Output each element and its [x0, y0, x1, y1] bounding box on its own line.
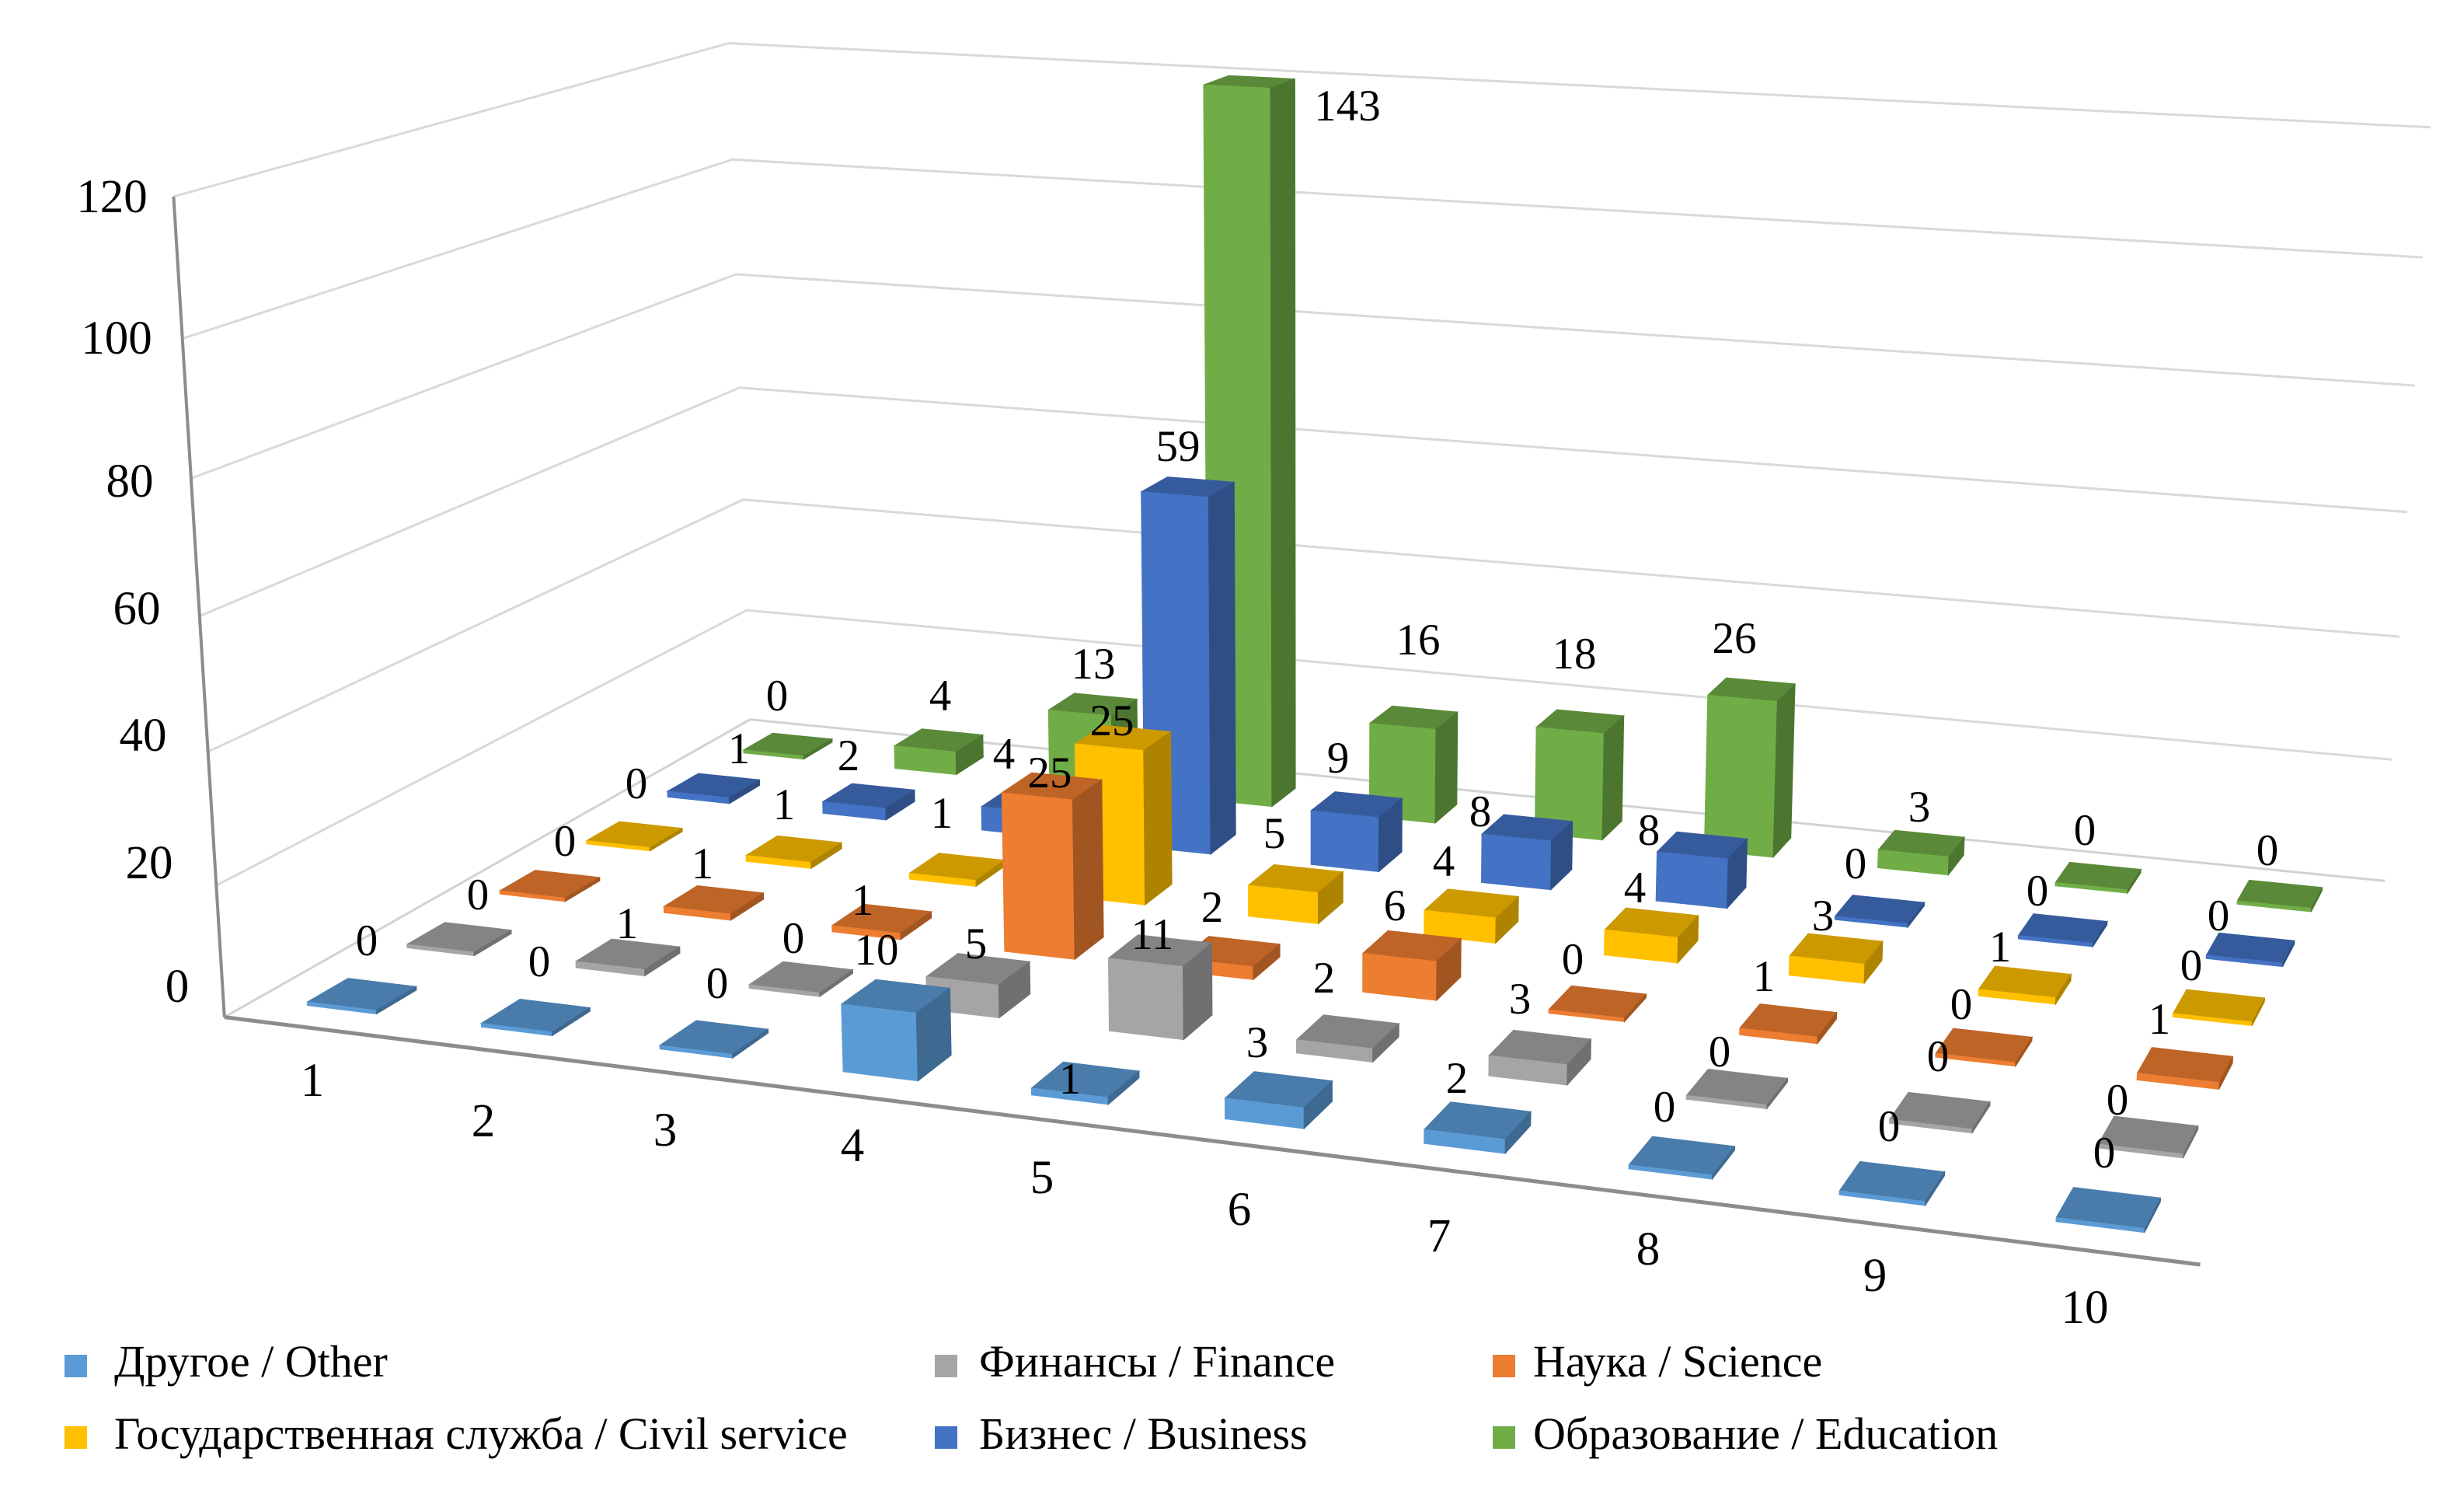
svg-text:0: 0	[1845, 839, 1867, 888]
svg-text:20: 20	[126, 837, 173, 889]
svg-text:4: 4	[1624, 864, 1647, 912]
svg-text:1: 1	[301, 1055, 325, 1107]
svg-text:2: 2	[472, 1095, 496, 1147]
svg-text:100: 100	[81, 312, 152, 365]
svg-text:2: 2	[1446, 1054, 1469, 1103]
svg-text:0: 0	[2027, 867, 2049, 916]
svg-text:2: 2	[1313, 954, 1336, 1003]
svg-text:4: 4	[929, 672, 952, 721]
svg-text:11: 11	[1131, 910, 1174, 959]
svg-text:0: 0	[467, 871, 490, 919]
svg-text:Финансы / Finance: Финансы / Finance	[979, 1336, 1335, 1387]
svg-text:0: 0	[1927, 1032, 1950, 1081]
svg-text:9: 9	[1863, 1250, 1887, 1302]
svg-text:Наука / Science: Наука / Science	[1533, 1336, 1822, 1387]
svg-text:8: 8	[1638, 806, 1661, 855]
svg-text:0: 0	[626, 759, 648, 808]
svg-text:0: 0	[166, 961, 190, 1013]
svg-text:1: 1	[852, 876, 874, 925]
svg-text:4: 4	[1433, 837, 1455, 886]
svg-text:9: 9	[1327, 734, 1350, 783]
svg-text:1: 1	[692, 839, 714, 888]
svg-text:6: 6	[1228, 1184, 1252, 1236]
svg-text:1: 1	[773, 780, 796, 829]
svg-text:0: 0	[1562, 935, 1584, 984]
svg-text:Государственная служба / Civil: Государственная служба / Civil service	[114, 1408, 848, 1459]
svg-text:0: 0	[766, 672, 789, 721]
svg-text:5: 5	[1030, 1152, 1054, 1204]
svg-text:5: 5	[965, 919, 988, 968]
svg-text:1: 1	[728, 724, 751, 773]
svg-text:0: 0	[1950, 980, 1973, 1029]
svg-text:5: 5	[1263, 809, 1286, 858]
svg-text:0: 0	[2107, 1076, 2129, 1125]
svg-text:4: 4	[841, 1120, 865, 1172]
svg-text:60: 60	[113, 583, 161, 635]
svg-text:4: 4	[993, 730, 1016, 779]
svg-text:0: 0	[528, 937, 551, 986]
svg-text:10: 10	[855, 926, 899, 975]
svg-text:25: 25	[1090, 696, 1134, 745]
svg-text:1: 1	[616, 899, 639, 948]
svg-text:Другое / Other: Другое / Other	[114, 1336, 388, 1387]
svg-text:8: 8	[1469, 787, 1492, 836]
svg-text:13: 13	[1072, 640, 1116, 689]
svg-text:120: 120	[76, 171, 148, 223]
svg-text:0: 0	[356, 916, 378, 965]
svg-text:10: 10	[2061, 1282, 2109, 1334]
svg-text:0: 0	[2093, 1129, 2116, 1178]
svg-text:3: 3	[653, 1104, 678, 1157]
svg-text:0: 0	[1654, 1083, 1676, 1132]
svg-text:0: 0	[2257, 826, 2279, 875]
svg-text:1: 1	[2149, 995, 2171, 1044]
svg-text:2: 2	[1201, 883, 1224, 932]
svg-text:6: 6	[1384, 881, 1406, 930]
svg-text:25: 25	[1028, 748, 1072, 797]
svg-text:0: 0	[1709, 1028, 1731, 1076]
svg-text:0: 0	[2180, 941, 2203, 990]
svg-text:26: 26	[1713, 614, 1757, 663]
svg-text:143: 143	[1314, 82, 1381, 131]
svg-text:80: 80	[106, 455, 154, 508]
svg-text:1: 1	[931, 789, 953, 838]
svg-text:1: 1	[1989, 923, 2012, 972]
svg-text:0: 0	[1878, 1102, 1901, 1151]
svg-text:3: 3	[1812, 892, 1835, 940]
svg-text:0: 0	[554, 817, 577, 866]
svg-text:18: 18	[1553, 630, 1597, 679]
svg-text:16: 16	[1396, 616, 1441, 665]
svg-text:Образование / Education: Образование / Education	[1533, 1408, 1998, 1459]
svg-text:Бизнес / Business: Бизнес / Business	[979, 1408, 1308, 1459]
svg-text:2: 2	[838, 731, 860, 780]
svg-text:59: 59	[1156, 422, 1201, 471]
svg-text:0: 0	[2074, 806, 2096, 855]
svg-text:1: 1	[1059, 1055, 1082, 1104]
svg-text:3: 3	[1908, 783, 1931, 832]
svg-text:3: 3	[1509, 975, 1532, 1024]
svg-text:1: 1	[1753, 952, 1776, 1001]
svg-text:8: 8	[1636, 1223, 1661, 1275]
svg-text:0: 0	[2208, 892, 2230, 940]
svg-text:0: 0	[706, 959, 729, 1008]
svg-text:7: 7	[1427, 1210, 1452, 1262]
svg-text:40: 40	[120, 710, 167, 762]
svg-text:3: 3	[1246, 1018, 1269, 1067]
svg-text:0: 0	[782, 914, 805, 963]
